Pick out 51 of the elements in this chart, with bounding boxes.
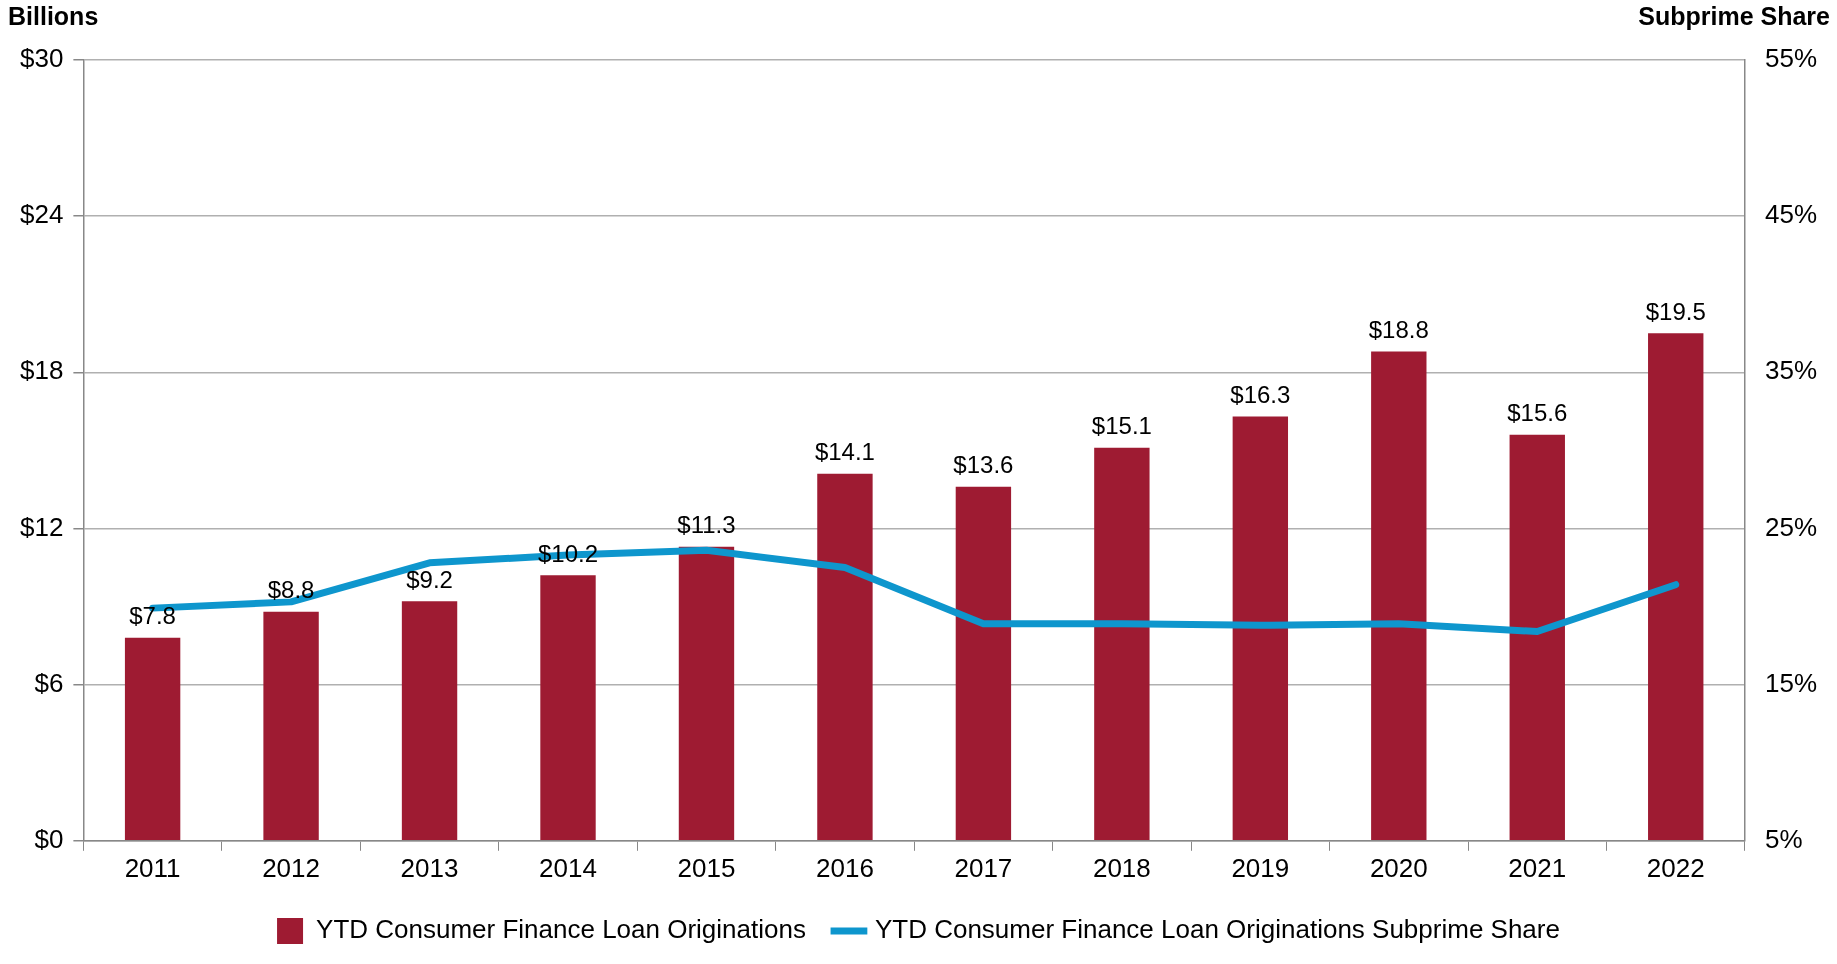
bar xyxy=(263,611,319,841)
x-tick-label: 2018 xyxy=(1092,852,1151,883)
y-tick-label: $6 xyxy=(34,667,64,698)
legend-label: YTD Consumer Finance Loan Originations xyxy=(316,914,806,945)
x-tick-label: 2013 xyxy=(400,852,459,883)
y-tick-label: $18 xyxy=(19,355,64,386)
y2-axis-title: Subprime Share xyxy=(1638,2,1831,31)
y-tick-label: $12 xyxy=(19,511,64,542)
y2-tick-label: 15% xyxy=(1764,667,1818,698)
data-label: $11.3 xyxy=(677,511,736,539)
data-label: $9.2 xyxy=(406,565,453,593)
x-tick-label: 2017 xyxy=(954,852,1013,883)
bar xyxy=(540,575,596,841)
x-tick-label: 2015 xyxy=(677,852,736,883)
bar xyxy=(1648,333,1704,841)
data-label: $19.5 xyxy=(1645,297,1706,325)
bar xyxy=(678,546,735,841)
y-tick-label: $0 xyxy=(34,823,64,854)
y2-tick-label: 5% xyxy=(1764,823,1803,854)
data-label: $8.8 xyxy=(267,576,315,604)
x-tick-label: 2016 xyxy=(816,852,874,883)
y-axis-title: Billions xyxy=(8,2,99,31)
bar xyxy=(124,637,181,841)
data-label: $7.8 xyxy=(129,602,176,630)
data-label: $18.8 xyxy=(1368,316,1429,344)
data-label: $15.6 xyxy=(1507,399,1568,427)
x-tick-label: 2022 xyxy=(1646,852,1705,883)
x-tick-label: 2019 xyxy=(1231,852,1290,883)
y2-tick-label: 35% xyxy=(1764,355,1818,386)
data-label: $15.1 xyxy=(1091,412,1152,440)
bar xyxy=(1094,447,1150,841)
y2-tick-label: 55% xyxy=(1764,43,1818,74)
x-tick-label: 2021 xyxy=(1508,852,1567,883)
data-label: $16.3 xyxy=(1230,381,1291,409)
bar xyxy=(1371,351,1427,841)
x-tick-label: 2011 xyxy=(124,852,181,883)
bar xyxy=(401,601,458,841)
y2-tick-label: 25% xyxy=(1764,511,1818,542)
bar xyxy=(817,473,873,841)
x-tick-label: 2012 xyxy=(262,852,320,883)
data-label: $13.6 xyxy=(953,451,1014,479)
data-label: $14.1 xyxy=(814,438,875,466)
bar xyxy=(1509,434,1565,841)
x-tick-label: 2014 xyxy=(539,852,597,883)
y-tick-label: $24 xyxy=(19,199,64,230)
x-tick-label: 2020 xyxy=(1369,852,1428,883)
y2-tick-label: 45% xyxy=(1764,199,1818,230)
bar xyxy=(1232,416,1289,841)
legend-label: YTD Consumer Finance Loan Originations Subprime Share xyxy=(874,914,1560,945)
bar xyxy=(955,486,1012,841)
y-tick-label: $30 xyxy=(19,43,64,74)
